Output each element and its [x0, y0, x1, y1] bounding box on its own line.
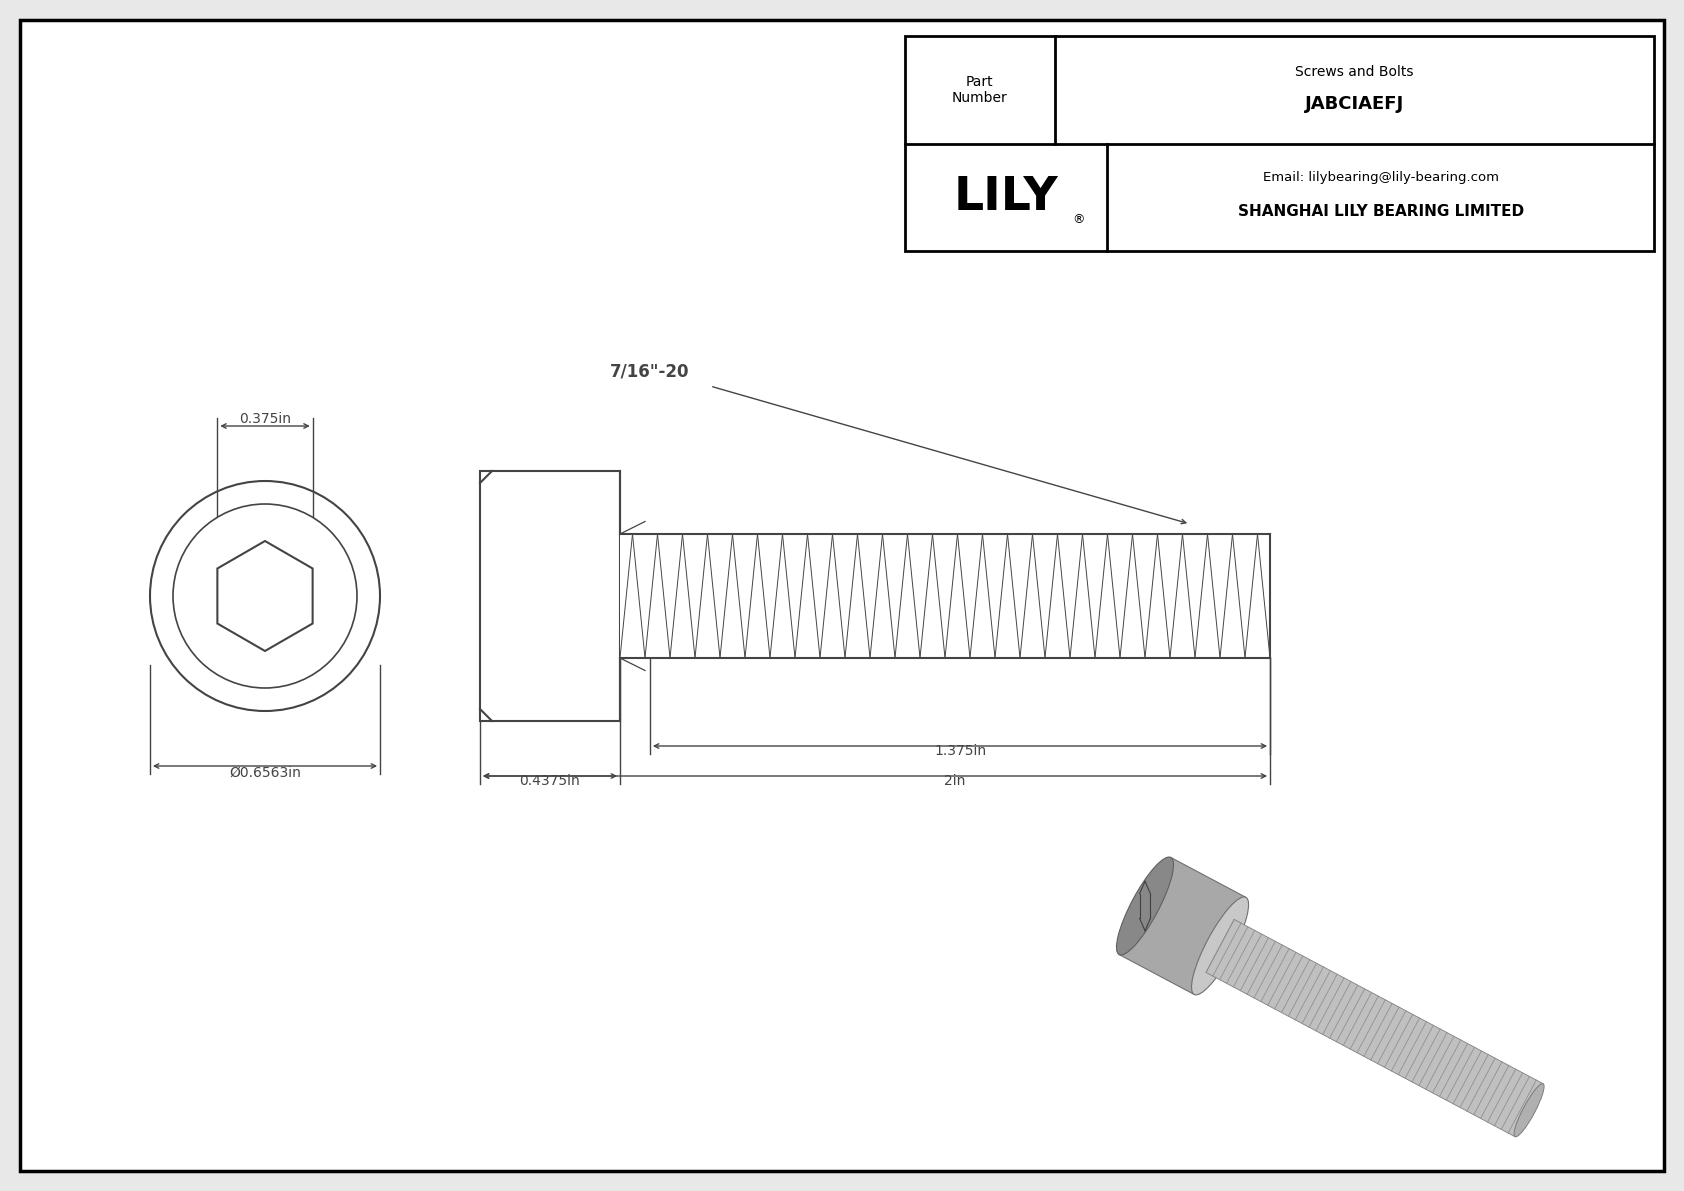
Text: Part
Number: Part Number [951, 75, 1007, 105]
Text: SHANGHAI LILY BEARING LIMITED: SHANGHAI LILY BEARING LIMITED [1238, 204, 1524, 219]
Ellipse shape [1116, 858, 1174, 955]
Circle shape [150, 481, 381, 711]
Text: 0.4375in: 0.4375in [520, 774, 581, 788]
Polygon shape [1120, 858, 1246, 994]
Polygon shape [1206, 919, 1543, 1136]
Ellipse shape [1192, 897, 1248, 994]
Text: Email: lilybearing@lily-bearing.com: Email: lilybearing@lily-bearing.com [1263, 170, 1499, 183]
Text: Ø0.6563in: Ø0.6563in [229, 766, 301, 780]
Text: 0.375in: 0.375in [239, 412, 291, 426]
Polygon shape [217, 541, 313, 651]
Text: 1.375in: 1.375in [935, 744, 987, 757]
Bar [480, 470, 620, 721]
Text: Screws and Bolts: Screws and Bolts [1295, 64, 1413, 79]
Ellipse shape [1514, 1084, 1544, 1137]
Circle shape [173, 504, 357, 688]
Text: 2in: 2in [945, 774, 965, 788]
Text: LILY: LILY [953, 175, 1059, 220]
Text: ®: ® [1071, 213, 1084, 226]
Bar [620, 534, 1270, 657]
Bar [904, 36, 1654, 251]
Text: JABCIAEFJ: JABCIAEFJ [1305, 95, 1404, 113]
Text: 7/16"-20: 7/16"-20 [610, 362, 689, 380]
